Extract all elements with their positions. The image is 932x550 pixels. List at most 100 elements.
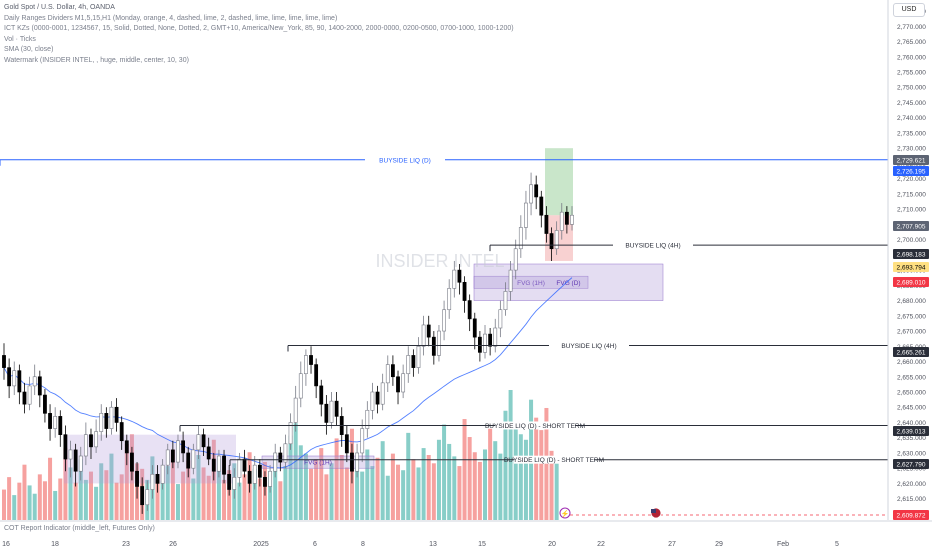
candle (32, 364, 37, 396)
volume-bar (181, 471, 186, 520)
price-tick: 2,720.000 (897, 176, 926, 183)
chart-title[interactable]: Gold Spot / U.S. Dollar, 4h, OANDA (4, 4, 115, 11)
candle (462, 276, 467, 313)
price-tick: 2,745.000 (897, 100, 926, 107)
liquidity-levels: BUYSIDE LIQ (D) BUYSIDE LIQ (4H) BUYSIDE L… (0, 155, 888, 466)
volume-bar (175, 484, 180, 520)
volume-bar (421, 448, 426, 520)
indicator-ict-killzones[interactable]: ICT KZs (0000-0001, 1234567, 15, Solid, … (4, 25, 514, 32)
time-tick: 5 (835, 541, 839, 548)
svg-text:2,729.621: 2,729.621 (897, 158, 926, 165)
liquidity-level[interactable]: BUYSIDE LIQ (4H) (489, 241, 888, 252)
volume-bar (268, 471, 273, 520)
candle (53, 407, 58, 438)
candle (89, 428, 93, 460)
volume-bar (544, 407, 549, 520)
price-tick: 2,765.000 (897, 39, 926, 46)
price-tick: 2,750.000 (897, 85, 926, 92)
candle (472, 312, 477, 350)
liquidity-level[interactable]: BUYSIDE LIQ (D) (0, 155, 888, 166)
volume-bar (83, 479, 88, 520)
volume-bar (442, 424, 447, 520)
time-tick: 6 (313, 541, 317, 548)
candle (217, 449, 221, 478)
volume-bar (222, 479, 227, 520)
cot-indicator-label[interactable]: COT Report Indicator (middle_left, Futur… (4, 525, 155, 532)
price-tick: 2,630.000 (897, 450, 926, 457)
liquidity-level[interactable]: BUYSIDE LIQ (D) - SHORT TERM (229, 455, 888, 466)
indicator-daily-ranges[interactable]: Daily Ranges Dividers M1,5,15,H1 (Monday… (4, 14, 338, 22)
volume-bar (539, 430, 544, 520)
candle (7, 358, 12, 399)
price-badges: 2,729.621 2,726.195 2,707.905 2,698.183 2,69… (570, 155, 929, 520)
volume-bar (68, 467, 73, 520)
liquidity-level[interactable]: BUYSIDE LIQ (4H) (287, 341, 888, 352)
candle (293, 385, 298, 432)
candle (513, 239, 518, 280)
volume-bar (2, 489, 6, 520)
candle (431, 331, 436, 365)
candle (350, 443, 354, 484)
candle (396, 370, 400, 405)
candle (94, 419, 99, 453)
svg-text:2,627.790: 2,627.790 (897, 462, 926, 469)
volume-bar (355, 460, 360, 520)
watermark: INSIDER INTEL (375, 251, 504, 271)
liquidity-level[interactable]: BUYSIDE LIQ (D) - SHORT TERM (179, 421, 888, 432)
volume-bar (457, 466, 462, 520)
candle (544, 206, 549, 243)
volume-bar (467, 437, 472, 520)
candle (493, 318, 498, 353)
volume-bar (237, 482, 242, 520)
candle (360, 419, 365, 463)
volume-bar (7, 477, 12, 520)
volume-bar (114, 482, 119, 520)
candle (426, 315, 431, 347)
candle (518, 215, 523, 258)
candle (355, 443, 359, 478)
volume-bar (462, 419, 467, 520)
volume-bar (298, 445, 303, 520)
candle (145, 480, 150, 511)
volume-bar (493, 441, 498, 520)
time-tick: 18 (51, 541, 59, 548)
volume-bar (447, 443, 452, 520)
volume-bar (252, 468, 257, 520)
candle (211, 452, 216, 481)
volume-bar (104, 470, 109, 520)
volume-bar (436, 439, 441, 520)
volume-bar (483, 449, 488, 520)
candle (257, 459, 262, 487)
level-label: BUYSIDE LIQ (D) (379, 157, 431, 164)
svg-text:2,639.013: 2,639.013 (897, 429, 926, 436)
volume-bar (58, 478, 63, 520)
price-tick: 2,660.000 (897, 359, 926, 366)
volume-bar (549, 450, 554, 520)
volume-bar (196, 455, 201, 520)
time-tick: 23 (122, 541, 130, 548)
volume-bar (309, 468, 314, 520)
candle (273, 443, 278, 478)
indicator-watermark[interactable]: Watermark (INSIDER INTEL, , huge, middle… (4, 56, 189, 64)
candle (104, 407, 109, 438)
fvg-label: FVG (1H) (517, 280, 545, 287)
candle (155, 465, 160, 493)
volume-bar (48, 457, 53, 520)
price-tick: 2,715.000 (897, 191, 926, 198)
candle (186, 446, 191, 478)
volume-bar (27, 485, 32, 520)
candle (401, 364, 406, 399)
candle (227, 465, 232, 496)
candle (457, 264, 462, 295)
volume-bar (165, 466, 170, 520)
candle (135, 462, 139, 499)
candle (140, 477, 145, 514)
indicator-sma[interactable]: SMA (30, close) (4, 46, 54, 53)
indicator-volume[interactable]: Vol · Ticks (4, 35, 36, 43)
candle (329, 392, 334, 429)
candle (442, 300, 446, 341)
currency-button[interactable]: USD (893, 3, 925, 17)
svg-text:⚡: ⚡ (561, 509, 570, 518)
volume-bar (278, 481, 283, 520)
